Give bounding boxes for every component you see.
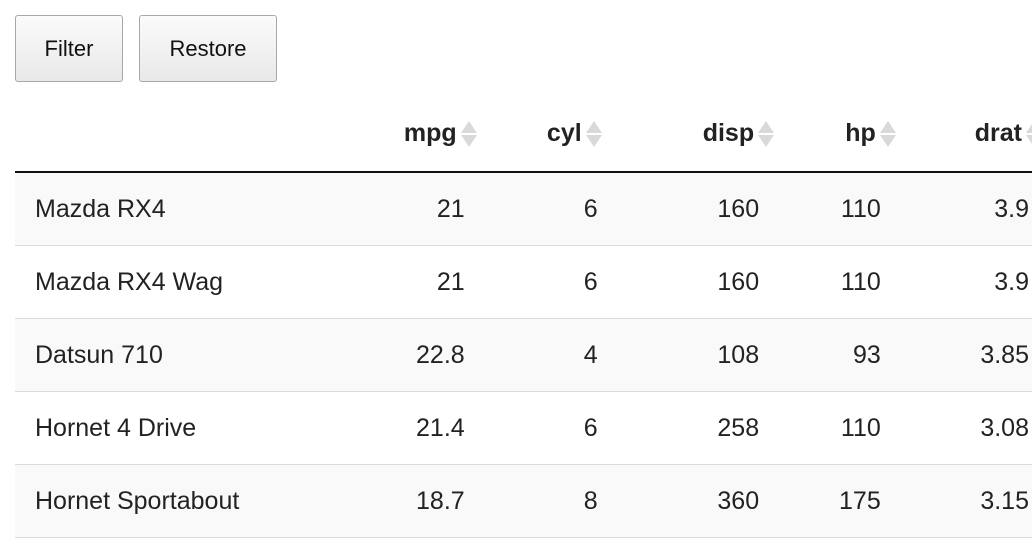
- column-header-cyl[interactable]: cyl: [464, 96, 603, 173]
- column-header-label: cyl: [546, 119, 582, 147]
- disp-cell: 108: [602, 318, 762, 392]
- toolbar: Filter Restore: [15, 15, 277, 82]
- column-header-hp[interactable]: hp: [761, 96, 896, 173]
- data-table: mpg cyl disp hp: [15, 96, 1032, 538]
- cyl-cell: 6: [464, 172, 603, 246]
- mpg-cell: 21: [347, 172, 465, 246]
- column-header-label: mpg: [403, 119, 457, 147]
- cyl-cell: 6: [464, 391, 603, 465]
- column-header-rowname: [15, 96, 348, 173]
- hp-cell: 175: [761, 464, 884, 538]
- column-header-label: hp: [845, 119, 876, 147]
- hp-cell: 110: [761, 245, 884, 319]
- restore-button[interactable]: Restore: [139, 15, 277, 82]
- disp-cell: 258: [602, 391, 762, 465]
- sort-icon[interactable]: [879, 118, 896, 150]
- drat-cell: 3.15: [883, 464, 1032, 538]
- mpg-cell: 22.8: [347, 318, 465, 392]
- hp-cell: 110: [761, 391, 884, 465]
- table-row[interactable]: Datsun 710 22.8 4 108 93 3.85: [15, 318, 1032, 392]
- cyl-cell: 6: [464, 245, 603, 319]
- mpg-cell: 18.7: [347, 464, 465, 538]
- cyl-cell: 4: [464, 318, 603, 392]
- mpg-cell: 21: [347, 245, 465, 319]
- sort-icon[interactable]: [585, 118, 602, 150]
- disp-cell: 160: [602, 245, 762, 319]
- row-name-cell: Mazda RX4 Wag: [15, 245, 348, 319]
- table-row[interactable]: Mazda RX4 Wag 21 6 160 110 3.9: [15, 245, 1032, 319]
- filter-button[interactable]: Filter: [15, 15, 123, 82]
- table-row[interactable]: Mazda RX4 21 6 160 110 3.9: [15, 172, 1032, 246]
- drat-cell: 3.85: [883, 318, 1032, 392]
- sort-icon[interactable]: [460, 118, 477, 150]
- table-row[interactable]: Hornet 4 Drive 21.4 6 258 110 3.08: [15, 391, 1032, 465]
- row-name-cell: Mazda RX4: [15, 172, 348, 246]
- column-header-label: disp: [702, 119, 755, 147]
- table-header-row: mpg cyl disp hp: [15, 96, 1032, 173]
- disp-cell: 160: [602, 172, 762, 246]
- hp-cell: 93: [761, 318, 884, 392]
- column-header-mpg[interactable]: mpg: [347, 96, 477, 173]
- row-name-cell: Hornet Sportabout: [15, 464, 348, 538]
- hp-cell: 110: [761, 172, 884, 246]
- disp-cell: 360: [602, 464, 762, 538]
- cyl-cell: 8: [464, 464, 603, 538]
- mpg-cell: 21.4: [347, 391, 465, 465]
- drat-cell: 3.08: [883, 391, 1032, 465]
- sort-icon[interactable]: [758, 118, 775, 150]
- sort-icon[interactable]: [1026, 118, 1032, 150]
- column-header-label: drat: [974, 119, 1022, 147]
- drat-cell: 3.9: [883, 245, 1032, 319]
- column-header-drat[interactable]: drat: [883, 96, 1032, 173]
- row-name-cell: Hornet 4 Drive: [15, 391, 348, 465]
- table-row[interactable]: Hornet Sportabout 18.7 8 360 175 3.15: [15, 464, 1032, 538]
- row-name-cell: Datsun 710: [15, 318, 348, 392]
- drat-cell: 3.9: [883, 172, 1032, 246]
- column-header-disp[interactable]: disp: [602, 96, 775, 173]
